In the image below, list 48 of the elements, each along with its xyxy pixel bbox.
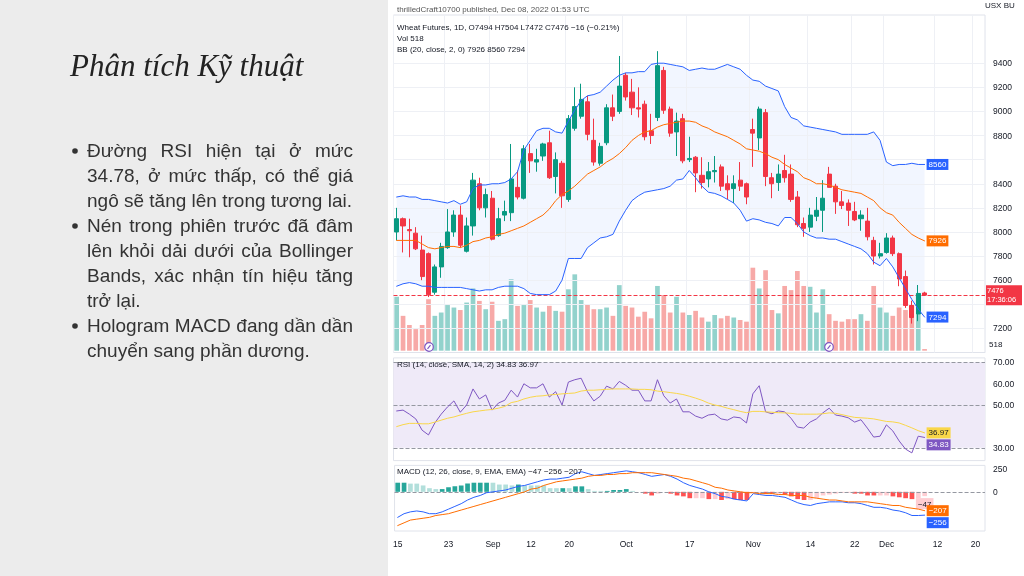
data-label: −256 — [928, 518, 948, 528]
text: Hologram MACD đang dần dần chuyển sang phần dương. — [87, 315, 353, 361]
x-tick-label: 15 — [392, 538, 403, 549]
x-tick-label: Oct — [619, 538, 634, 549]
x-tick-label: 17 — [685, 538, 695, 549]
data-label: 36.97 — [928, 428, 950, 438]
annotation: MACD (12, 26, close, 9, EMA, EMA) −47 −256 −207 — [397, 466, 583, 476]
y-tick-label: 8400 — [993, 178, 1013, 189]
chart-title: thrilledCraft10700 published, Dec 08, 2022 01:53 UTC — [397, 4, 590, 14]
x-tick-label: 22 — [850, 538, 860, 549]
y-tick-label: 250 — [993, 464, 1008, 475]
y-tick-label: 8200 — [993, 202, 1013, 213]
y-tick-label: 70.00 — [993, 357, 1015, 368]
y-tick-label: 9000 — [993, 106, 1013, 117]
y-tick-label: 9400 — [993, 58, 1013, 69]
annotation: BB (20, close, 2, 0) 7926 8560 7294 — [397, 44, 526, 54]
y-tick-label: 8000 — [993, 226, 1013, 237]
y-tick-label: 0 — [993, 486, 998, 497]
text: Phân tích Kỹ thuật — [70, 48, 304, 84]
y-axis-title: USX BU — [985, 1, 1016, 10]
y-tick-label: 7600 — [993, 275, 1013, 286]
y-tick-label: 7800 — [993, 251, 1013, 262]
data-label: 7926 — [928, 236, 947, 246]
x-tick-label: 12 — [932, 538, 943, 549]
y-tick-label: 50.00 — [993, 399, 1015, 410]
annotation: Vol 518 — [397, 33, 425, 43]
y-tick-label: 60.00 — [993, 378, 1015, 389]
x-tick-label: 23 — [443, 538, 454, 549]
data-label: −207 — [928, 506, 948, 516]
y-tick-label: 7200 — [993, 323, 1013, 334]
text: 518 — [989, 340, 1003, 350]
x-tick-label: 20 — [970, 538, 981, 549]
y-tick-label: 8800 — [993, 130, 1013, 141]
x-tick-label: Sep — [485, 538, 501, 549]
x-tick-label: Nov — [745, 538, 762, 549]
x-tick-label: 20 — [564, 538, 575, 549]
text: Đường RSI hiện tại ở mức 34.78, ở mức thấp, có thể giá ngô sẽ tăng lên trong tương lai. — [87, 140, 353, 211]
text: Nén trong phiên trước đã đâm lên khỏi dải dưới của Bollinger Bands, xác nhận tín hiệu tăng trở lại. — [87, 215, 353, 311]
x-tick-label: 12 — [526, 538, 537, 549]
y-tick-label: 9200 — [993, 82, 1013, 93]
data-label: 8560 — [928, 159, 947, 169]
data-label: 7294 — [928, 312, 947, 322]
x-tick-label: Dec — [879, 538, 895, 549]
y-tick-label: 30.00 — [993, 442, 1015, 453]
x-tick-label: 14 — [805, 538, 816, 549]
annotation: Wheat Futures, 1D, O7494 H7504 L7472 C7476 −16 (−0.21%) — [397, 22, 620, 32]
annotation: RSI (14, close, SMA, 14, 2) 34.83 36.97 — [397, 359, 539, 369]
data-label: 34.83 — [928, 440, 950, 450]
